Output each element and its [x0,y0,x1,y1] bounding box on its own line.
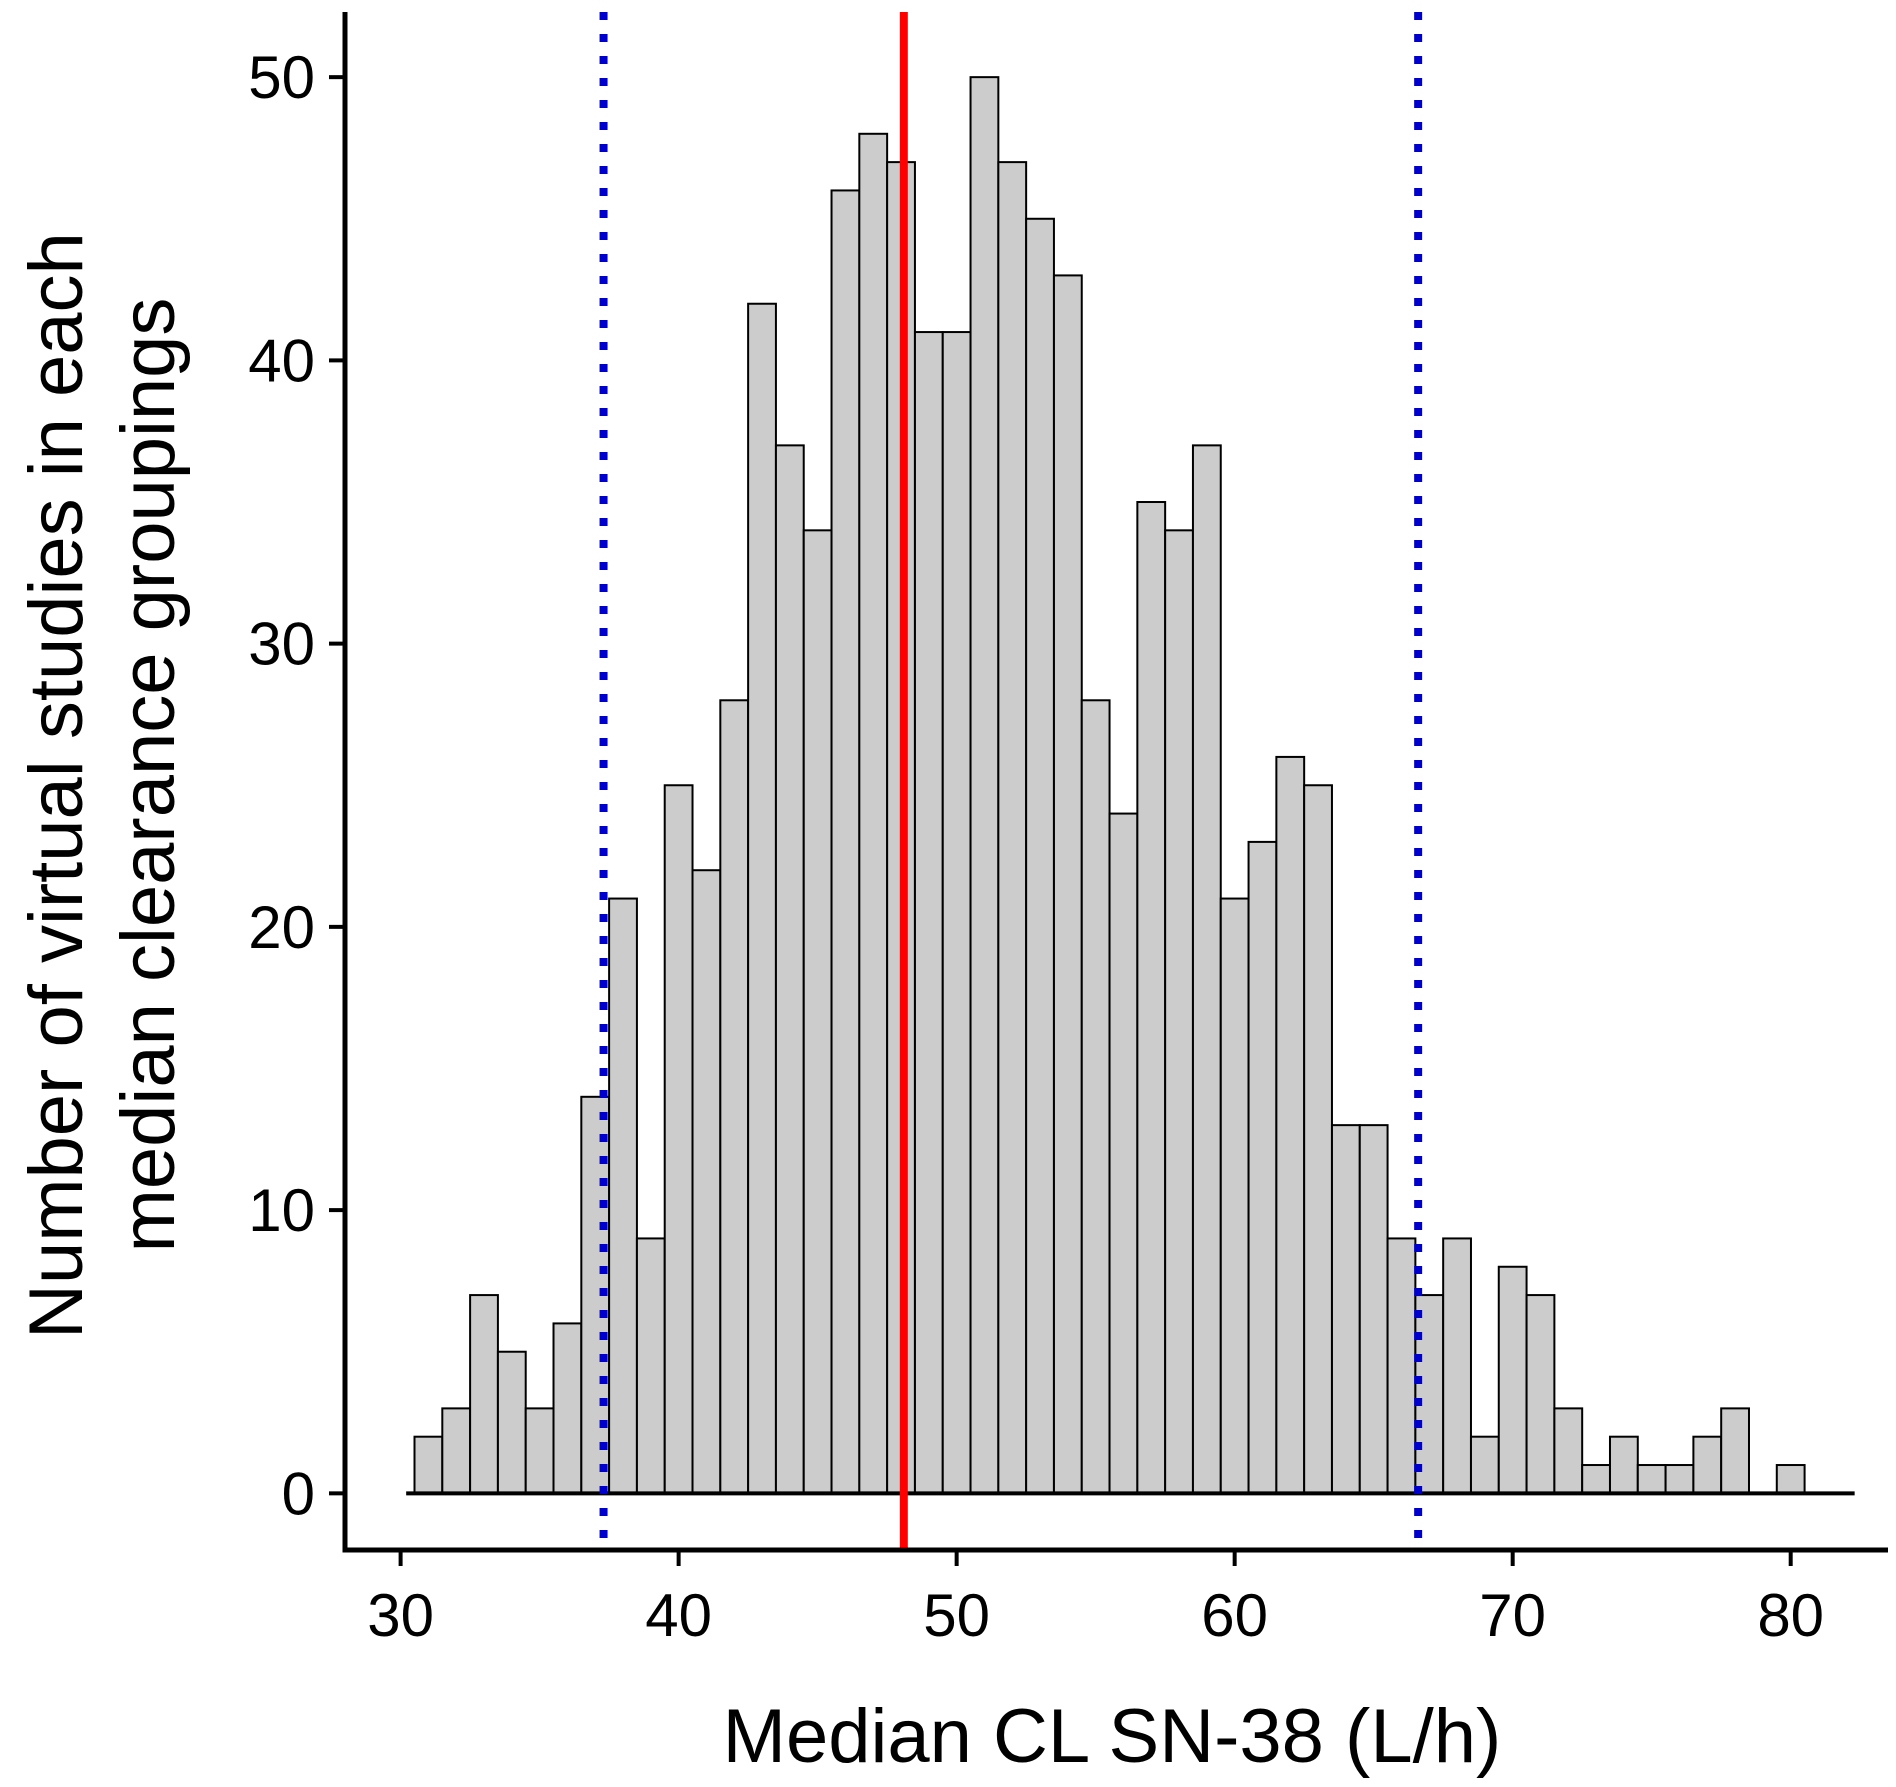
histogram-bar [1608,1435,1639,1495]
histogram-bar [1553,1407,1584,1495]
histogram-bar [552,1322,583,1495]
x-axis-title: Median CL SN-38 (L/h) [723,1694,1502,1779]
histogram-bar [1469,1435,1500,1495]
y-axis-title-line-2: median clearance groupings [106,298,191,1253]
histogram-bar [941,331,972,1495]
histogram-bar [1386,1237,1417,1495]
x-tick-label: 60 [1201,1582,1268,1649]
histogram-bar [608,897,638,1495]
y-axis-title: Number of virtual studies in each median… [14,211,191,1339]
histogram-bar [774,444,805,1495]
histogram-bar [1692,1435,1723,1495]
y-tick-label: 0 [282,1460,315,1527]
histogram-bar [1358,1124,1389,1495]
y-tick-label: 30 [248,611,315,678]
y-axis-ticks: 0 10 20 30 40 50 [248,44,345,1527]
histogram-bar [691,869,722,1495]
histogram-bar [413,1435,444,1495]
histogram-bar [1136,501,1167,1495]
histogram-bar [1303,784,1333,1495]
histogram-bar [1247,840,1278,1495]
x-axis-ticks: 30 40 50 60 70 80 [367,1550,1824,1649]
histogram-bar [830,189,861,1495]
histogram-bar [1664,1464,1695,1495]
axis-lines [342,12,1888,1553]
histogram-bar [1775,1464,1806,1495]
y-tick-label: 50 [248,44,315,111]
histogram-bar [1330,1124,1361,1495]
y-tick-label: 40 [248,327,315,394]
histogram-bar [719,699,750,1495]
y-axis-title-line-1: Number of virtual studies in each [14,232,99,1339]
histogram-bar [635,1237,666,1495]
histogram-bar [441,1407,472,1495]
histogram-bars [413,76,1806,1495]
reference-lines [599,12,1423,1550]
histogram-bar [913,331,944,1495]
histogram-bar [1025,217,1055,1495]
histogram-bar [858,132,889,1495]
histogram-bar [1525,1294,1556,1495]
x-tick-label: 50 [923,1582,990,1649]
histogram-bar [802,529,833,1495]
x-tick-label: 30 [367,1582,434,1649]
histogram-bar [1219,897,1250,1495]
histogram-bar [1080,699,1111,1495]
histogram-bar [1442,1237,1472,1495]
histogram-bar [747,302,777,1495]
histogram-bar [1275,755,1306,1495]
histogram-bar [1052,274,1083,1495]
x-tick-label: 40 [645,1582,712,1649]
x-tick-label: 80 [1757,1582,1824,1649]
y-tick-label: 20 [248,894,315,961]
histogram-bar [1191,444,1222,1495]
y-tick-label: 10 [248,1177,315,1244]
histogram-bar [1164,529,1194,1495]
histogram-bar [1108,812,1139,1495]
histogram-bar [1636,1464,1667,1495]
histogram-bar [1497,1265,1528,1495]
histogram-bar [496,1350,527,1495]
histogram-bar [997,161,1028,1495]
histogram-bar [524,1407,555,1495]
histogram-bar [969,76,1000,1495]
histogram-bar [469,1294,499,1495]
histogram-bar [1720,1407,1750,1495]
x-tick-label: 70 [1479,1582,1546,1649]
histogram-bar [663,784,694,1495]
histogram-bar [1414,1294,1445,1495]
histogram-bar [1581,1464,1611,1495]
